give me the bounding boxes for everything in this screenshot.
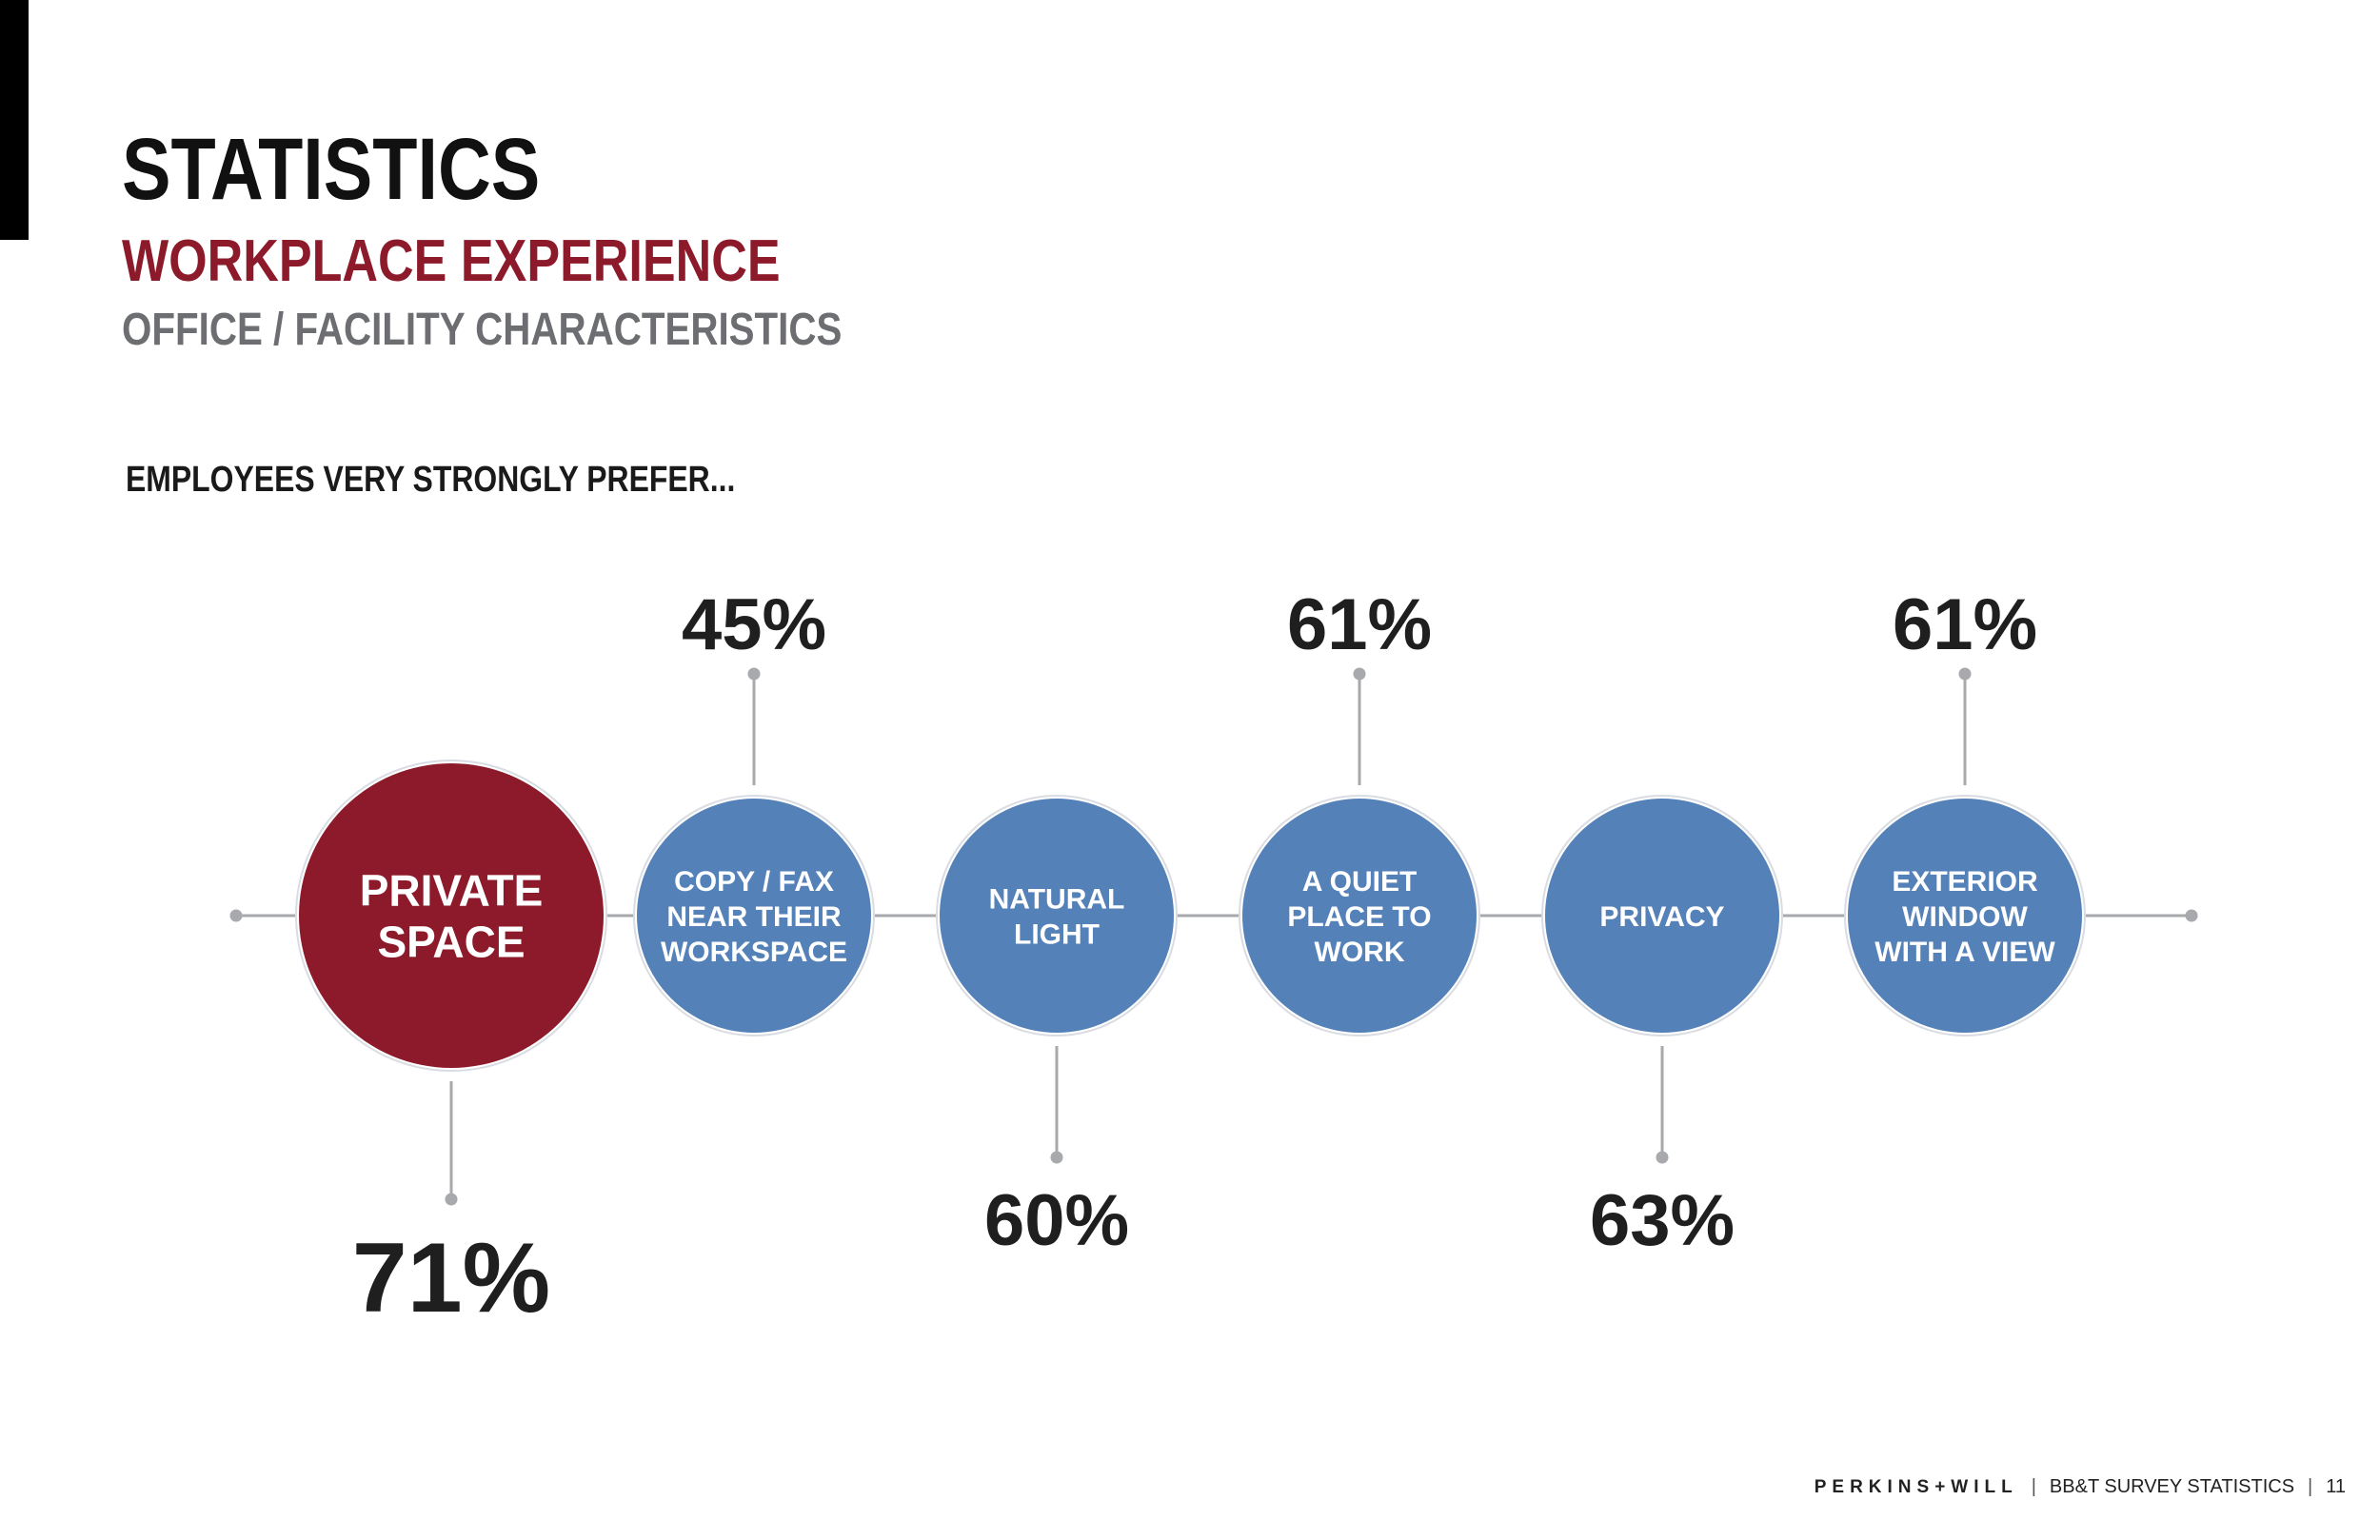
percentage-value: 61% (1893, 584, 2037, 665)
node-label: WORKSPACE (661, 937, 847, 968)
percentage-value: 60% (984, 1180, 1129, 1261)
node-label: PRIVACY (1599, 901, 1724, 933)
node-label: PLACE TO (1287, 901, 1431, 933)
footer-report-title: BB&T SURVEY STATISTICS (2049, 1476, 2295, 1497)
section-title: OFFICE / FACILITY CHARACTERISTICS (122, 305, 843, 355)
page-title: STATISTICS (122, 121, 541, 218)
category-node (1242, 799, 1477, 1033)
value-connector-dot (1050, 1151, 1063, 1164)
category-node (1545, 799, 1779, 1033)
footer: PERKINS+WILL | BB&T SURVEY STATISTICS | 11 (1815, 1473, 2346, 1501)
percentage-value: 63% (1590, 1180, 1735, 1261)
node-label: PRIVATE (360, 866, 544, 916)
node-label: WORK (1315, 937, 1405, 968)
node-label: WINDOW (1902, 901, 2028, 933)
node-label: LIGHT (1014, 918, 1100, 950)
highlight-node (299, 763, 604, 1068)
value-connector-dot (1958, 667, 1972, 681)
node-label: COPY / FAX (674, 866, 834, 898)
percentage-value: 61% (1287, 584, 1432, 665)
percentage-value: 71% (352, 1223, 550, 1333)
footer-page-number: 11 (2326, 1476, 2346, 1497)
percentage-value: 45% (682, 584, 826, 665)
value-connector-dot (747, 667, 761, 681)
timeline-start-dot (229, 909, 243, 922)
node-label: EXTERIOR (1892, 866, 2038, 898)
value-connector-dot (445, 1193, 458, 1206)
footer-separator: | (2308, 1476, 2313, 1497)
page-subtitle: WORKPLACE EXPERIENCE (122, 228, 781, 294)
footer-brand: PERKINS+WILL (1814, 1477, 2018, 1497)
footer-separator: | (2031, 1476, 2036, 1497)
node-label: NEAR THEIR (666, 901, 842, 933)
side-accent-bar (0, 0, 29, 240)
value-connector-dot (1656, 1151, 1669, 1164)
value-connector-dot (1353, 667, 1366, 681)
category-node (637, 799, 871, 1033)
node-label: WITH A VIEW (1874, 937, 2055, 968)
node-label: SPACE (377, 918, 525, 967)
category-node (940, 799, 1174, 1033)
category-node (1848, 799, 2082, 1033)
node-label: NATURAL (989, 883, 1125, 915)
timeline-end-dot (2185, 909, 2198, 922)
node-label: A QUIET (1302, 866, 1418, 898)
intro-text: EMPLOYEES VERY STRONGLY PREFER... (126, 460, 736, 500)
